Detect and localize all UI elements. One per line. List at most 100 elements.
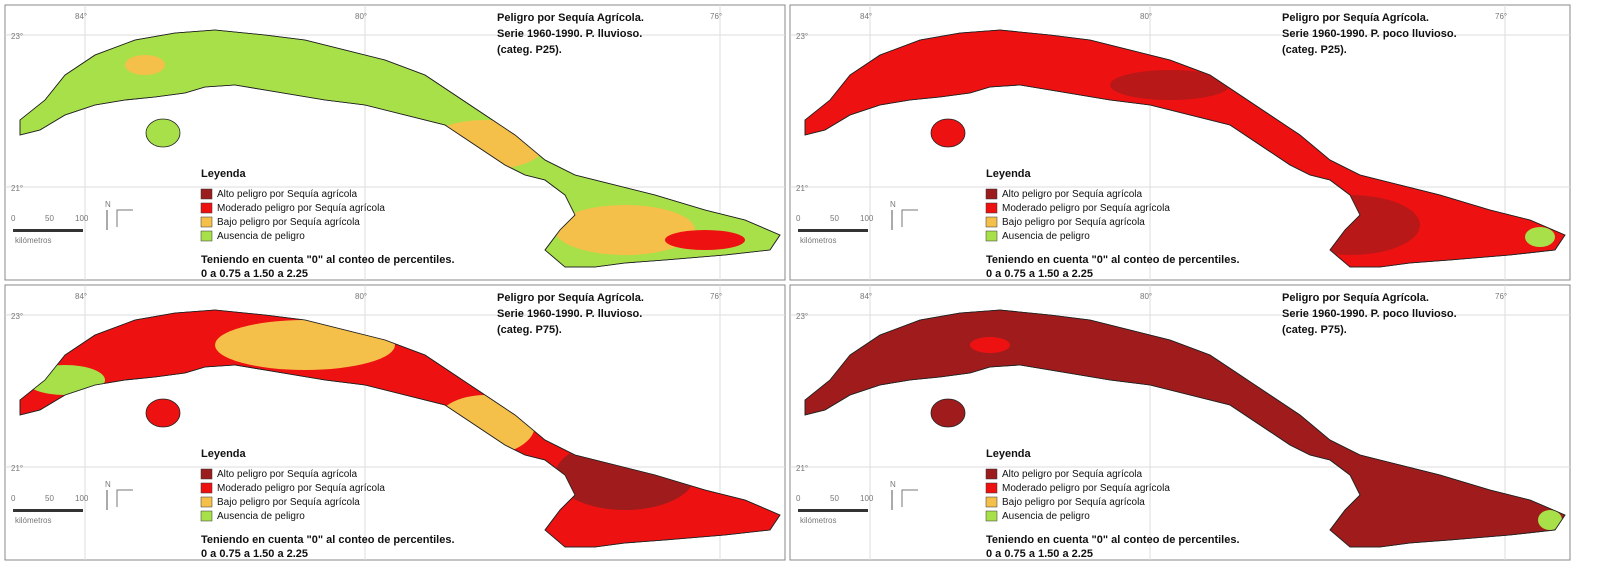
note-line: Teniendo en cuenta "0" al conteo de perc… bbox=[201, 534, 455, 546]
panel-title: Serie 1960-1990. P. lluvioso. bbox=[497, 28, 642, 40]
scale-label: 100 bbox=[75, 214, 89, 223]
frame-corner bbox=[116, 489, 133, 507]
legend-swatch bbox=[985, 482, 998, 494]
legend-swatch bbox=[200, 496, 213, 508]
note-line: Teniendo en cuenta "0" al conteo de perc… bbox=[201, 254, 455, 266]
map-panel: 23° 21° 84° 80° 76° Peligro por Sequía Agríco… bbox=[4, 284, 786, 561]
longitude-label: 84° bbox=[860, 12, 872, 21]
panel-title: Serie 1960-1990. P. lluvioso. bbox=[497, 308, 642, 320]
longitude-label: 76° bbox=[1495, 292, 1507, 301]
hazard-zones bbox=[970, 337, 1562, 530]
legend-swatch bbox=[200, 510, 213, 522]
panel-title: Peligro por Sequía Agrícola. bbox=[497, 12, 644, 24]
latitude-label: 23° bbox=[11, 312, 23, 321]
scale-bar bbox=[798, 509, 868, 512]
map-panel: 23° 21° 84° 80° 76° Peligro por Sequía Agríco… bbox=[789, 284, 1571, 561]
scale-bar bbox=[13, 229, 83, 232]
panel-title: (categ. P25). bbox=[1282, 44, 1347, 56]
panel-title: Serie 1960-1990. P. poco lluvioso. bbox=[1282, 28, 1457, 40]
scale-label: 100 bbox=[75, 494, 89, 503]
north-arrow-label: N bbox=[105, 480, 111, 489]
note-line: Teniendo en cuenta "0" al conteo de perc… bbox=[986, 254, 1240, 266]
latitude-label: 23° bbox=[796, 32, 808, 41]
legend-swatch bbox=[200, 202, 213, 214]
legend-label: Moderado peligro por Sequía agrícola bbox=[217, 203, 385, 214]
map-panel: 23° 21° 84° 80° 76° Peligro por Sequía Agríco… bbox=[4, 4, 786, 281]
legend-swatch bbox=[985, 202, 998, 214]
panel-title: (categ. P75). bbox=[497, 324, 562, 336]
north-arrow-label: N bbox=[890, 480, 896, 489]
legend-swatch bbox=[985, 230, 998, 242]
panel-title: Peligro por Sequía Agrícola. bbox=[1282, 292, 1429, 304]
longitude-label: 76° bbox=[710, 12, 722, 21]
panel-title: Peligro por Sequía Agrícola. bbox=[1282, 12, 1429, 24]
island-outline bbox=[19, 29, 781, 268]
legend-swatch bbox=[985, 188, 998, 200]
legend-swatch bbox=[200, 188, 213, 200]
scale-unit: kilómetros bbox=[15, 516, 51, 525]
note-line: 0 a 0.75 a 1.50 a 2.25 bbox=[201, 268, 308, 280]
latitude-label: 23° bbox=[796, 312, 808, 321]
legend-label: Bajo peligro por Sequía agrícola bbox=[1002, 217, 1145, 228]
legend-swatch bbox=[200, 216, 213, 228]
hazard-zone bbox=[970, 337, 1010, 353]
latitude-label: 21° bbox=[11, 184, 23, 193]
scale-label: 0 bbox=[11, 214, 16, 223]
legend-title: Leyenda bbox=[201, 448, 247, 460]
longitude-label: 80° bbox=[355, 292, 367, 301]
legend-label: Bajo peligro por Sequía agrícola bbox=[217, 217, 360, 228]
panel-title: (categ. P25). bbox=[497, 44, 562, 56]
scale-bar bbox=[13, 509, 83, 512]
scale-label: 50 bbox=[830, 494, 839, 503]
legend-label: Alto peligro por Sequía agrícola bbox=[217, 469, 358, 480]
hazard-zone bbox=[1110, 70, 1230, 100]
legend-label: Ausencia de peligro bbox=[1002, 511, 1090, 522]
panel-title: Serie 1960-1990. P. poco lluvioso. bbox=[1282, 308, 1457, 320]
scale-label: 50 bbox=[45, 214, 54, 223]
legend-label: Bajo peligro por Sequía agrícola bbox=[217, 497, 360, 508]
scale-label: 50 bbox=[830, 214, 839, 223]
panel-title: (categ. P75). bbox=[1282, 324, 1347, 336]
legend-label: Ausencia de peligro bbox=[217, 231, 305, 242]
note-line: 0 a 0.75 a 1.50 a 2.25 bbox=[201, 548, 308, 560]
latitude-label: 21° bbox=[796, 464, 808, 473]
latitude-label: 21° bbox=[796, 184, 808, 193]
map-panel: 23° 21° 84° 80° 76° Peligro por Sequía Agríco… bbox=[789, 4, 1571, 281]
legend-swatch bbox=[985, 216, 998, 228]
scale-unit: kilómetros bbox=[800, 236, 836, 245]
legend-swatch bbox=[985, 510, 998, 522]
hazard-zone bbox=[665, 230, 745, 250]
legend-swatch bbox=[200, 230, 213, 242]
longitude-label: 84° bbox=[75, 12, 87, 21]
legend-swatch bbox=[985, 468, 998, 480]
isla-juventud bbox=[145, 398, 181, 428]
isla-juventud bbox=[145, 118, 181, 148]
longitude-label: 76° bbox=[710, 292, 722, 301]
hazard-zone bbox=[555, 205, 695, 255]
scale-label: 0 bbox=[796, 494, 801, 503]
island-outline bbox=[19, 309, 781, 548]
scale-label: 0 bbox=[796, 214, 801, 223]
scale-bar bbox=[798, 229, 868, 232]
longitude-label: 84° bbox=[860, 292, 872, 301]
isla-juventud bbox=[930, 398, 966, 428]
hazard-zone bbox=[125, 55, 165, 75]
legend-title: Leyenda bbox=[986, 448, 1032, 460]
legend-title: Leyenda bbox=[201, 168, 247, 180]
legend-label: Alto peligro por Sequía agrícola bbox=[1002, 189, 1143, 200]
scale-label: 50 bbox=[45, 494, 54, 503]
hazard-zone bbox=[1525, 227, 1555, 247]
latitude-label: 23° bbox=[11, 32, 23, 41]
legend-label: Ausencia de peligro bbox=[1002, 231, 1090, 242]
scale-label: 0 bbox=[11, 494, 16, 503]
scale-unit: kilómetros bbox=[800, 516, 836, 525]
note-line: 0 a 0.75 a 1.50 a 2.25 bbox=[986, 548, 1093, 560]
note-line: Teniendo en cuenta "0" al conteo de perc… bbox=[986, 534, 1240, 546]
longitude-label: 76° bbox=[1495, 12, 1507, 21]
legend-swatch bbox=[200, 482, 213, 494]
scale-label: 100 bbox=[860, 214, 874, 223]
legend-label: Bajo peligro por Sequía agrícola bbox=[1002, 497, 1145, 508]
latitude-label: 21° bbox=[11, 464, 23, 473]
hazard-zone bbox=[215, 320, 395, 370]
legend-label: Moderado peligro por Sequía agrícola bbox=[1002, 203, 1170, 214]
